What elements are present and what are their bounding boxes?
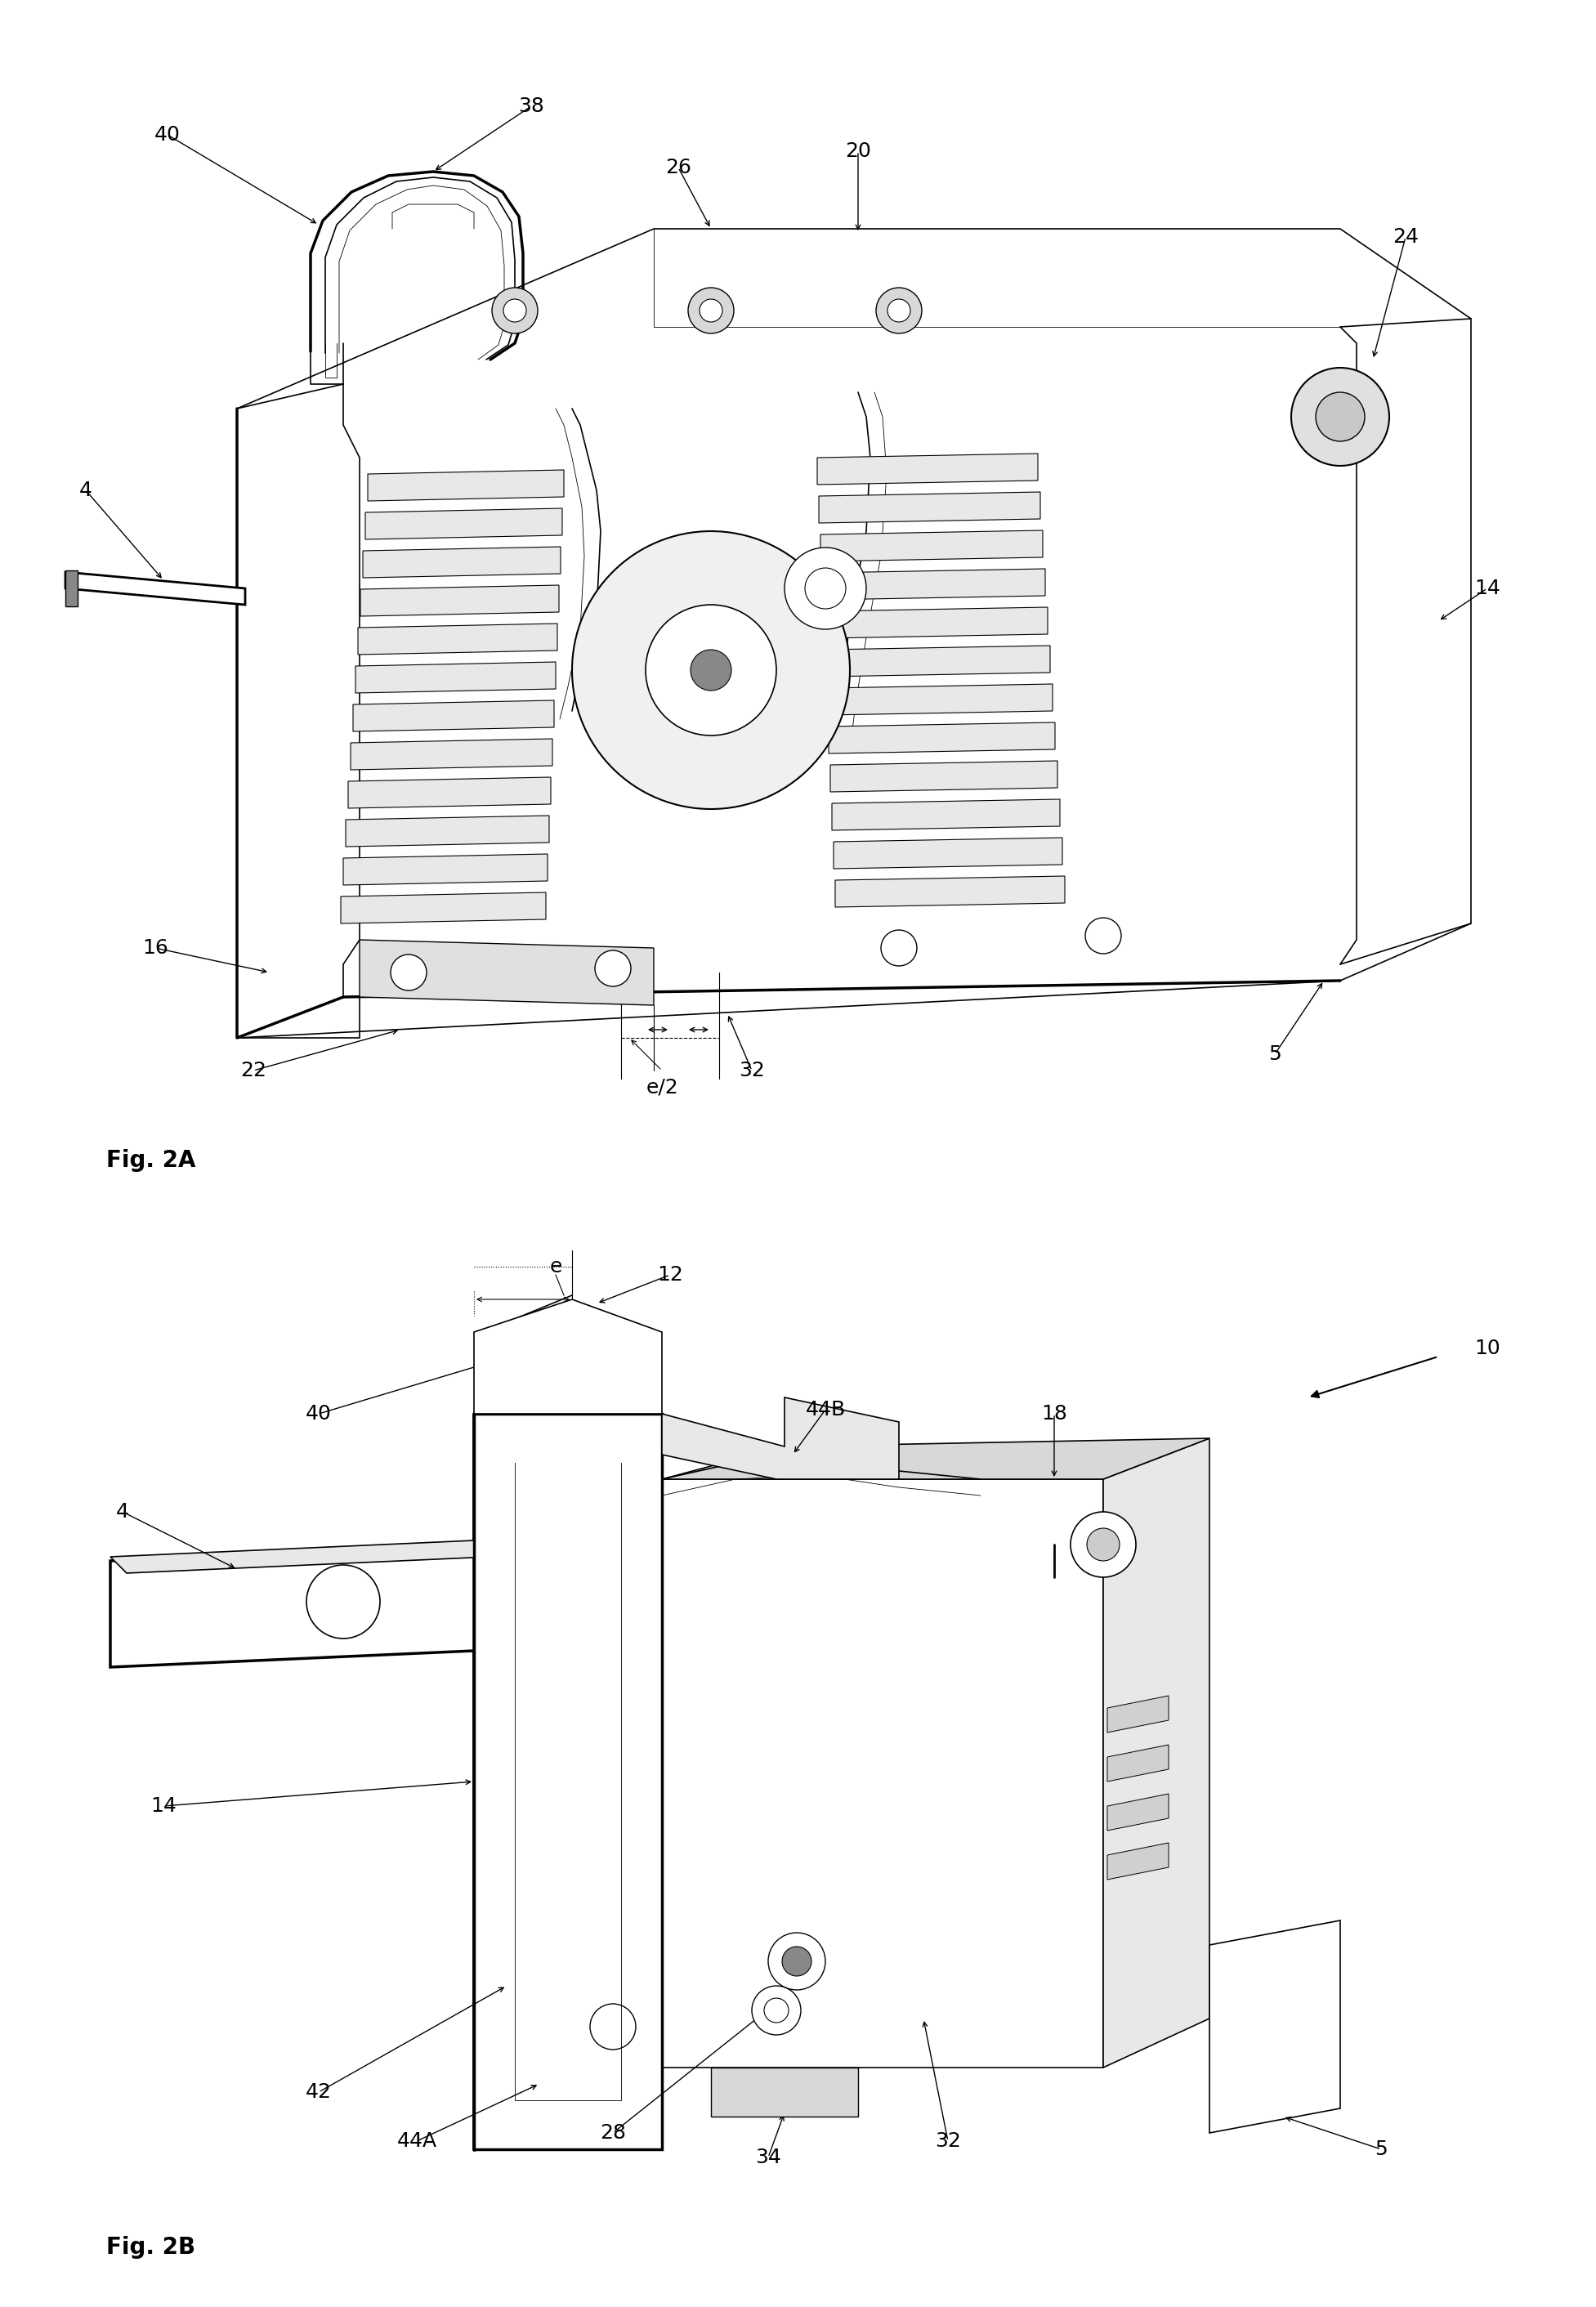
Polygon shape <box>662 1437 1210 1479</box>
Text: 4: 4 <box>80 480 93 501</box>
Circle shape <box>691 651 731 690</box>
Polygon shape <box>662 1398 899 1479</box>
Text: 44A: 44A <box>397 2132 437 2150</box>
Polygon shape <box>474 1299 662 1414</box>
Text: 24: 24 <box>1393 226 1419 247</box>
Text: 16: 16 <box>142 939 168 957</box>
Ellipse shape <box>571 531 851 810</box>
Polygon shape <box>362 547 560 577</box>
Polygon shape <box>830 761 1058 791</box>
Text: e/2: e/2 <box>646 1077 678 1096</box>
Polygon shape <box>820 531 1042 561</box>
Polygon shape <box>474 1414 662 2150</box>
Text: 4: 4 <box>117 1502 129 1523</box>
Text: 26: 26 <box>666 157 691 178</box>
Polygon shape <box>346 817 549 847</box>
Polygon shape <box>819 491 1041 524</box>
Ellipse shape <box>1291 367 1389 466</box>
Text: 22: 22 <box>241 1061 267 1080</box>
Polygon shape <box>1108 1696 1168 1733</box>
Circle shape <box>785 547 867 630</box>
Circle shape <box>887 300 910 323</box>
Text: 12: 12 <box>658 1264 683 1285</box>
Polygon shape <box>824 607 1047 639</box>
Polygon shape <box>110 1541 490 1573</box>
Text: 40: 40 <box>155 125 180 145</box>
Polygon shape <box>662 1479 1103 2067</box>
Polygon shape <box>361 586 559 616</box>
Polygon shape <box>365 508 562 540</box>
Polygon shape <box>342 893 546 923</box>
Polygon shape <box>835 877 1065 907</box>
Polygon shape <box>356 662 555 692</box>
Text: Fig. 2B: Fig. 2B <box>107 2235 195 2259</box>
Text: 5: 5 <box>1269 1045 1282 1064</box>
Circle shape <box>768 1933 825 1991</box>
Polygon shape <box>828 722 1055 754</box>
Circle shape <box>591 2005 635 2049</box>
Polygon shape <box>827 683 1052 715</box>
Text: 44B: 44B <box>806 1400 846 1419</box>
Text: 42: 42 <box>306 2083 332 2102</box>
Text: 14: 14 <box>1475 579 1500 598</box>
Polygon shape <box>1210 1919 1341 2134</box>
Circle shape <box>752 1986 801 2035</box>
Ellipse shape <box>1315 392 1365 441</box>
Circle shape <box>876 288 922 335</box>
Circle shape <box>503 300 527 323</box>
Polygon shape <box>348 777 551 807</box>
Polygon shape <box>353 701 554 731</box>
Text: 5: 5 <box>1374 2139 1387 2159</box>
Text: 10: 10 <box>1475 1338 1500 1359</box>
Circle shape <box>1071 1511 1136 1578</box>
Polygon shape <box>1108 1795 1168 1829</box>
Polygon shape <box>1108 1843 1168 1880</box>
Circle shape <box>782 1947 811 1977</box>
Circle shape <box>646 604 776 736</box>
Circle shape <box>1085 918 1122 953</box>
Text: 34: 34 <box>755 2148 780 2166</box>
Polygon shape <box>822 570 1045 600</box>
Text: Fig. 2A: Fig. 2A <box>107 1149 196 1172</box>
Polygon shape <box>359 939 654 1006</box>
Circle shape <box>595 950 630 987</box>
Circle shape <box>804 568 846 609</box>
Polygon shape <box>833 837 1063 870</box>
Text: 18: 18 <box>1041 1405 1068 1423</box>
Text: e: e <box>549 1257 562 1276</box>
Text: 28: 28 <box>600 2122 626 2143</box>
Text: 32: 32 <box>935 2132 961 2150</box>
Polygon shape <box>358 623 557 655</box>
Circle shape <box>881 930 918 967</box>
Polygon shape <box>367 471 563 501</box>
Polygon shape <box>351 738 552 771</box>
Text: 40: 40 <box>306 1405 332 1423</box>
Text: 38: 38 <box>519 97 544 115</box>
Circle shape <box>391 955 426 990</box>
Polygon shape <box>832 798 1060 831</box>
Circle shape <box>492 288 538 335</box>
Polygon shape <box>65 570 78 607</box>
Polygon shape <box>825 646 1050 676</box>
Polygon shape <box>1108 1744 1168 1781</box>
Polygon shape <box>110 1546 474 1668</box>
Text: 20: 20 <box>844 141 871 161</box>
Text: 14: 14 <box>150 1797 177 1816</box>
Circle shape <box>306 1564 380 1638</box>
Polygon shape <box>343 854 547 886</box>
Polygon shape <box>710 2067 859 2116</box>
Circle shape <box>688 288 734 335</box>
Text: 32: 32 <box>739 1061 764 1080</box>
Circle shape <box>764 1998 788 2023</box>
Circle shape <box>1087 1527 1119 1562</box>
Polygon shape <box>65 572 246 604</box>
Polygon shape <box>817 454 1037 484</box>
Circle shape <box>699 300 723 323</box>
Polygon shape <box>1103 1437 1210 2067</box>
